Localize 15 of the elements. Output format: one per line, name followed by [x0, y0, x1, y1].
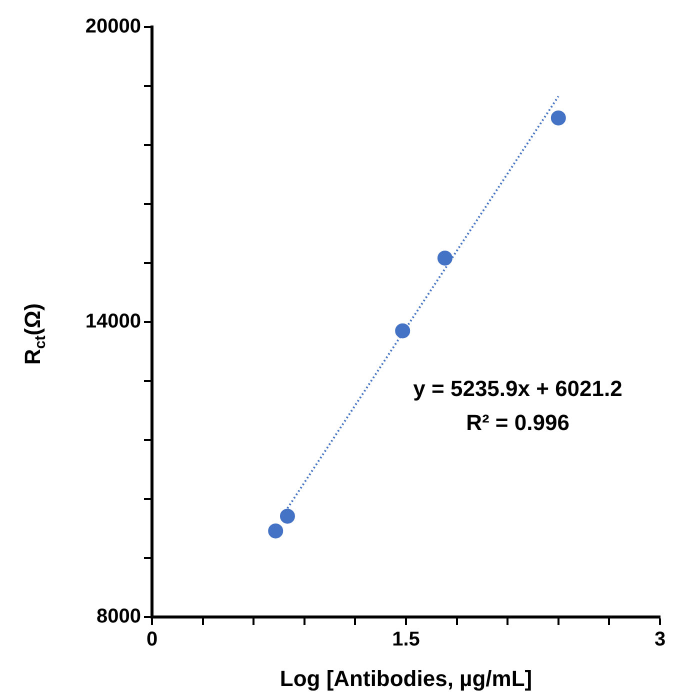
- annotation: y = 5235.9x + 6021.2: [413, 376, 622, 402]
- x-axis-title: Log [Antibodies, µg/mL]: [280, 666, 532, 691]
- point: [437, 250, 452, 266]
- x-tick-label: 0: [146, 628, 158, 651]
- point: [395, 323, 410, 338]
- annotation: R² = 0.996: [466, 410, 570, 436]
- y-tick-label: 20000: [85, 16, 141, 38]
- point: [268, 523, 284, 538]
- y-tick-label: 8000: [96, 606, 141, 628]
- point: [550, 110, 566, 126]
- x-tick-label: 1.5: [392, 628, 420, 651]
- y-tick-label: 14000: [85, 310, 141, 333]
- y-axis-title: Rct(Ω): [20, 303, 50, 365]
- point: [280, 508, 295, 524]
- x-tick-label: 3: [654, 628, 666, 651]
